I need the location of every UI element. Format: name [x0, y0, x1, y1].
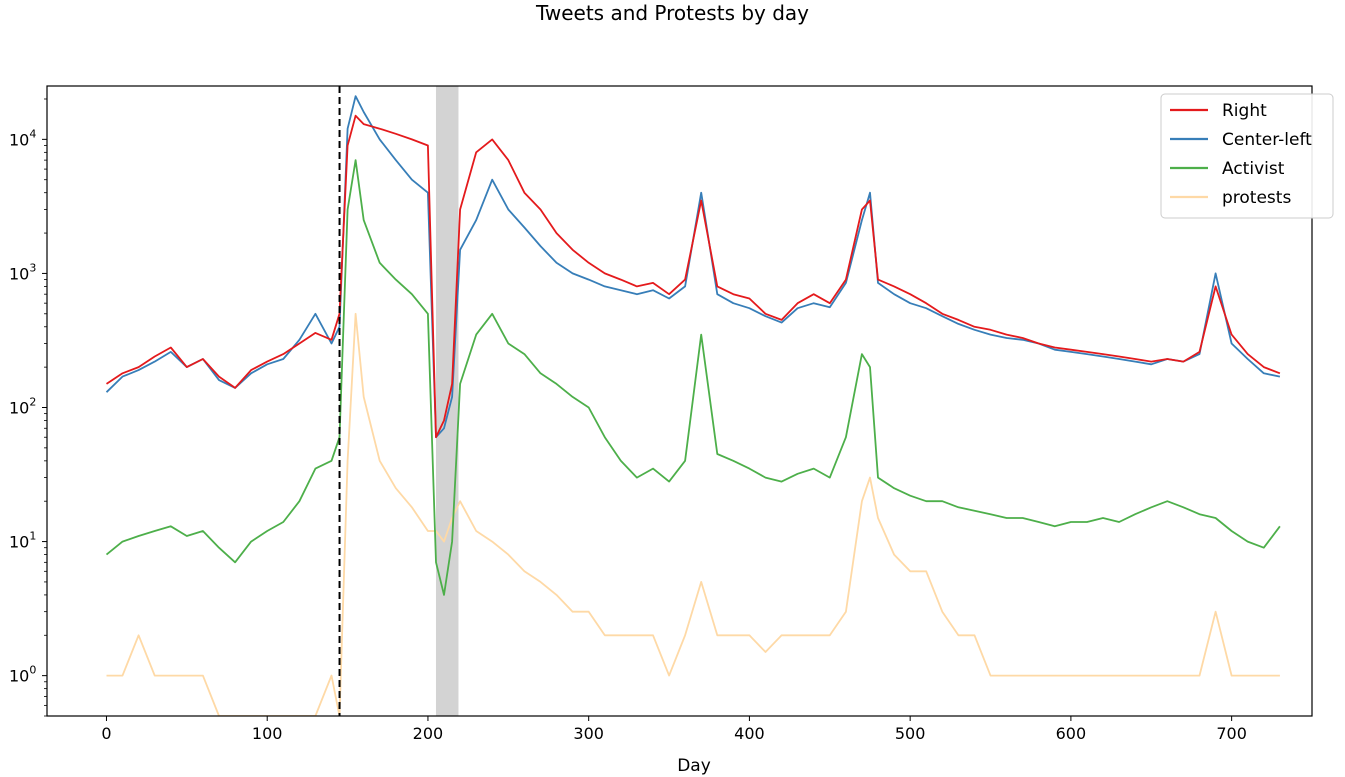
y-tick-label: 104 [9, 127, 36, 149]
legend-label: protests [1222, 188, 1291, 208]
series-line-center-left [105, 95, 1281, 439]
y-tick-label: 101 [9, 530, 36, 552]
x-tick-label: 200 [413, 724, 444, 743]
x-tick-label: 700 [1216, 724, 1247, 743]
x-tick-label: 500 [895, 724, 926, 743]
x-tick-label: 300 [573, 724, 604, 743]
x-axis-label: Day [677, 756, 711, 776]
legend-box [1160, 93, 1334, 219]
x-tick-label: 400 [734, 724, 765, 743]
legend-label: Activist [1222, 159, 1285, 179]
plot-frame [46, 85, 1313, 717]
y-tick-label: 102 [9, 395, 36, 417]
y-tick-label: 103 [9, 261, 36, 283]
x-tick-label: 0 [101, 724, 111, 743]
series-line-protests [106, 312, 1280, 716]
series-line-activist [105, 159, 1281, 596]
x-tick-label: 600 [1056, 724, 1087, 743]
legend: Right Center-left Activist protests [1160, 93, 1334, 219]
legend-label: Right [1222, 101, 1267, 121]
legend-label: Center-left [1222, 130, 1312, 150]
x-tick-label: 100 [252, 724, 283, 743]
y-tick-label: 100 [9, 664, 36, 686]
series-line-right [106, 114, 1281, 439]
highlight-span [435, 86, 459, 716]
chart-title: Tweets and Protests by day [535, 1, 810, 25]
